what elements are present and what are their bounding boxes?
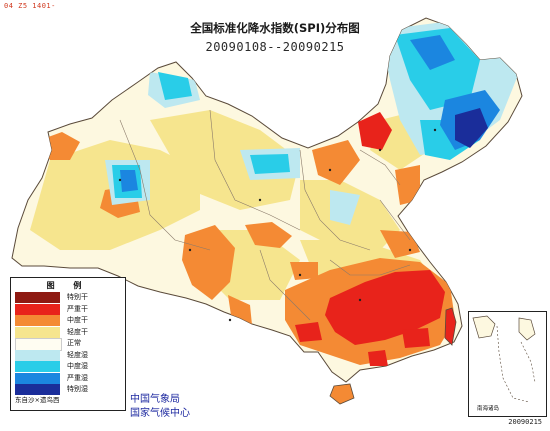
legend-label: 轻度湿 [67, 350, 88, 359]
legend-swatch [15, 349, 60, 361]
legend-row: 严重干 [15, 303, 123, 316]
legend-swatch [15, 326, 60, 338]
hainan-island [329, 383, 355, 405]
corner-code: 04 Z5 1401- [4, 2, 56, 10]
bottom-code: 20090215 [508, 418, 542, 426]
agency-center: 国家气候中心 [130, 408, 190, 419]
legend-row: 轻度湿 [15, 349, 123, 362]
legend-label: 中度湿 [67, 362, 88, 370]
province-borders [119, 109, 411, 321]
legend-row: 特别干 [15, 292, 123, 304]
legend-row: 特别湿 [15, 384, 123, 396]
legend-swatch [15, 292, 60, 303]
legend-title: 图 例 [46, 281, 90, 290]
legend-row: 中度湿 [15, 361, 123, 373]
map-title: 全国标准化降水指数(SPI)分布图 [190, 21, 360, 35]
legend-row: 中度干 [15, 315, 123, 327]
legend-swatch [15, 372, 60, 384]
station-markers [118, 128, 437, 322]
legend-label: 严重湿 [67, 373, 88, 382]
legend-label: 轻度干 [67, 327, 88, 336]
legend-swatch [15, 303, 60, 315]
legend-swatch [15, 361, 60, 372]
legend-label: 严重干 [67, 304, 88, 313]
agency-name: 中国气象局 [130, 394, 180, 405]
legend-label: 正常 [67, 339, 81, 347]
legend-swatch [15, 384, 60, 395]
legend-label: 特别湿 [67, 385, 88, 393]
legend-footer: 东自沙×遗鸟西 [15, 396, 60, 404]
legend-label: 中度干 [67, 316, 88, 324]
legend-row: 正常 [15, 338, 123, 351]
legend-footer-row: 东自沙×遗鸟西 [15, 395, 123, 407]
legend-label: 特别干 [67, 293, 88, 301]
inset-label: 南海诸岛 [477, 406, 500, 412]
severe-dry-regions [295, 112, 445, 366]
legend-swatch [15, 315, 60, 326]
legend-row: 严重湿 [15, 372, 123, 385]
map-date-range: 20090108--20090215 [205, 40, 345, 54]
legend-row: 轻度干 [15, 326, 123, 339]
legend-box: 图 例 特别干严重干中度干轻度干正常轻度湿中度湿严重湿特别湿 东自沙×遗鸟西 [10, 277, 126, 411]
inset-map [472, 315, 536, 403]
south-china-sea-inset: 南海诸岛 [468, 311, 547, 417]
taiwan-island [444, 307, 457, 346]
extreme-wet-regions [455, 108, 488, 148]
